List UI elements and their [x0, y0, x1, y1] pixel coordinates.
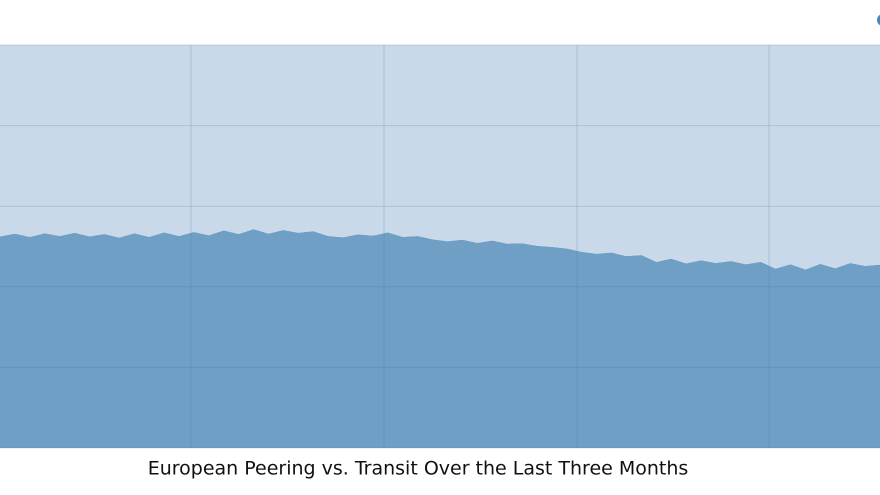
legend-dot [877, 14, 880, 26]
area [0, 45, 880, 270]
area [0, 229, 880, 448]
chart-title: European Peering vs. Transit Over the La… [148, 458, 689, 480]
